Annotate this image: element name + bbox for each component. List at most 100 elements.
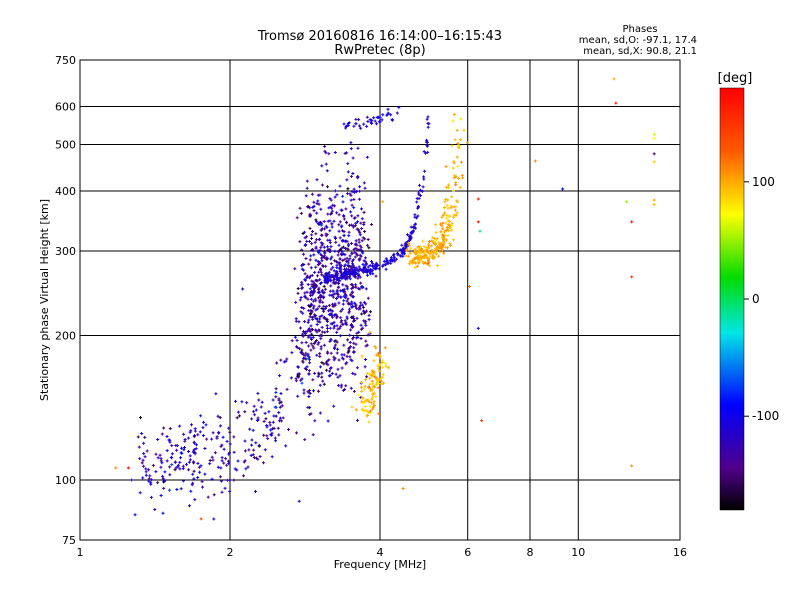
data-point (340, 246, 344, 250)
data-point (351, 156, 355, 160)
data-point (345, 178, 349, 182)
data-point (220, 459, 224, 463)
data-point (358, 275, 362, 279)
data-point (402, 250, 406, 254)
data-point (372, 373, 376, 377)
data-point (294, 300, 298, 304)
data-point (308, 287, 312, 291)
data-point (377, 369, 381, 373)
data-point (449, 226, 453, 230)
data-point (377, 351, 380, 355)
data-point (345, 124, 349, 128)
data-point (330, 209, 334, 213)
data-point (175, 448, 179, 452)
data-point (170, 463, 174, 467)
data-point (188, 504, 191, 508)
data-point (272, 426, 276, 430)
data-point (303, 294, 307, 298)
data-point (235, 468, 239, 472)
data-point (126, 466, 130, 470)
data-point (381, 382, 385, 386)
data-point (307, 369, 311, 373)
data-point (168, 438, 172, 442)
data-point (318, 383, 322, 387)
data-point (348, 277, 352, 281)
data-point (256, 416, 260, 420)
data-point (376, 379, 380, 383)
data-point (370, 379, 374, 383)
colorbar-tick-label: -100 (752, 409, 779, 423)
data-point (168, 465, 172, 469)
data-point (421, 260, 425, 264)
data-point (309, 324, 313, 328)
data-point (308, 274, 312, 278)
data-point (310, 233, 314, 237)
data-point (380, 118, 384, 122)
data-point (306, 406, 310, 409)
data-point (240, 400, 244, 404)
data-point (328, 308, 332, 312)
data-point (329, 262, 333, 266)
data-point (360, 380, 364, 384)
data-point (304, 341, 308, 344)
data-point (274, 387, 278, 391)
data-point (317, 304, 321, 308)
data-point (333, 259, 337, 263)
data-point (385, 113, 389, 117)
colorbar-tick-label: 100 (752, 175, 775, 189)
data-point (433, 240, 437, 244)
data-point (372, 370, 376, 374)
data-point (452, 161, 456, 165)
data-point (452, 189, 455, 193)
data-point (328, 326, 332, 330)
data-point (294, 317, 298, 321)
chart-title: Tromsø 20160816 16:14:00–16:15:43 (257, 29, 502, 44)
data-point (303, 291, 307, 295)
data-point (264, 417, 268, 421)
data-point (303, 278, 307, 282)
data-point (320, 254, 324, 257)
data-point (185, 462, 188, 466)
data-point (408, 251, 412, 255)
data-point (341, 239, 345, 243)
data-point (380, 359, 384, 363)
plot-frame (79, 59, 681, 541)
data-point (451, 119, 455, 123)
data-point (350, 190, 354, 194)
data-point (314, 246, 318, 250)
data-point (340, 224, 344, 228)
data-point (311, 248, 314, 251)
data-point (452, 176, 456, 180)
data-point (311, 344, 315, 348)
data-point (354, 117, 358, 121)
data-point (338, 220, 342, 224)
data-point (313, 240, 317, 244)
data-point (352, 317, 356, 320)
data-point (346, 247, 350, 251)
data-point (358, 267, 362, 271)
data-point (405, 249, 409, 253)
data-point (331, 289, 335, 293)
data-point (347, 268, 351, 271)
data-point (454, 213, 458, 217)
data-point (453, 208, 457, 212)
data-point (274, 439, 278, 443)
data-point (427, 242, 431, 246)
data-point (352, 389, 356, 393)
data-point (338, 374, 342, 378)
data-point (356, 418, 359, 422)
data-point (247, 448, 251, 452)
data-point (311, 230, 314, 233)
data-point (317, 341, 321, 345)
data-point (298, 372, 302, 376)
data-point (335, 324, 339, 328)
data-point (211, 458, 215, 462)
data-point (359, 323, 363, 327)
data-point (443, 200, 447, 204)
data-point (170, 444, 174, 448)
data-point (339, 316, 343, 320)
data-point (435, 247, 439, 251)
data-point (333, 314, 337, 317)
data-point (356, 228, 360, 232)
data-point (334, 240, 338, 244)
